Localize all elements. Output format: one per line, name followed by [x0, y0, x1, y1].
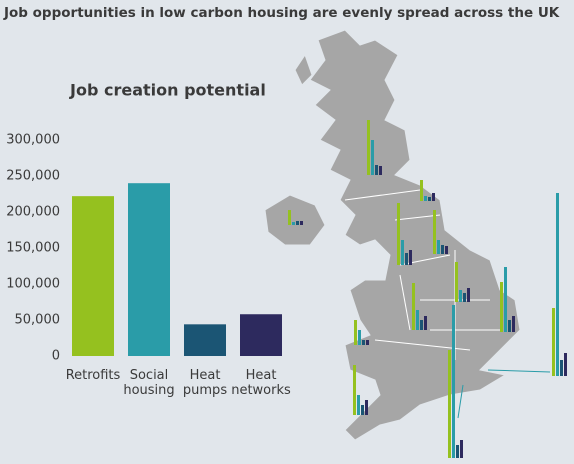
x-tick-label: Social housing	[123, 368, 175, 398]
chart-title: Job creation potential	[69, 81, 266, 100]
bar	[240, 314, 282, 356]
y-tick-label: 50,000	[15, 313, 61, 328]
x-tick-label: Heat networks	[231, 368, 291, 398]
bar	[184, 324, 226, 356]
y-tick-label: 0	[52, 349, 60, 364]
x-tick-label: Retrofits	[65, 368, 121, 383]
bar	[72, 196, 114, 356]
y-tick-label: 100,000	[6, 277, 60, 292]
y-tick-label: 200,000	[6, 205, 60, 220]
bar	[128, 183, 170, 356]
x-tick-label: Heat pumps	[182, 368, 228, 398]
y-tick-label: 300,000	[6, 133, 60, 148]
map-mini-bars	[288, 120, 567, 458]
y-tick-label: 250,000	[6, 169, 60, 184]
y-tick-label: 150,000	[6, 241, 60, 256]
uk-map	[264, 29, 521, 441]
page-title: Job opportunities in low carbon housing …	[3, 5, 560, 21]
